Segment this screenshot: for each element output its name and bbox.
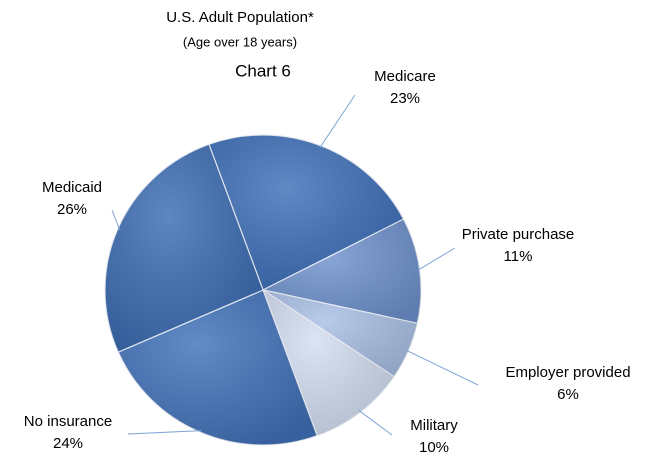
pie xyxy=(104,134,422,446)
slice-label: Employer provided xyxy=(505,364,630,381)
slice-value-label: 11% xyxy=(504,248,533,265)
leader-line xyxy=(406,349,479,386)
slice-value-label: 26% xyxy=(57,201,87,218)
leader-line xyxy=(319,94,356,148)
leader-line xyxy=(358,410,393,436)
slice-label: Private purchase xyxy=(462,226,575,243)
slice-value-label: 10% xyxy=(419,439,449,456)
chart-label: Chart 6 xyxy=(235,61,291,80)
slice-label: Medicaid xyxy=(42,179,102,196)
leader-line xyxy=(127,430,202,435)
chart-title: U.S. Adult Population* xyxy=(166,9,314,26)
slice-label: Military xyxy=(410,417,458,434)
slice-value-label: 23% xyxy=(390,90,420,107)
leader-line xyxy=(111,209,121,230)
leader-line xyxy=(417,247,456,271)
chart-subtitle: (Age over 18 years) xyxy=(183,34,297,49)
slice-value-label: 6% xyxy=(557,386,579,403)
slice-label: No insurance xyxy=(24,413,112,430)
slice-label: Medicare xyxy=(374,68,436,85)
slice-value-label: 24% xyxy=(53,435,83,452)
